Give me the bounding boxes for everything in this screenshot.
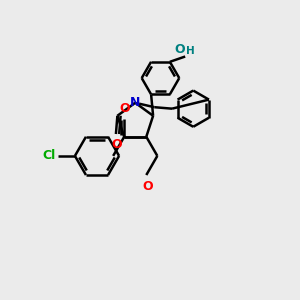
Text: O: O — [174, 43, 184, 56]
Text: O: O — [112, 138, 122, 151]
Text: Cl: Cl — [43, 149, 56, 162]
Text: O: O — [119, 102, 130, 115]
Text: O: O — [142, 180, 153, 193]
Text: H: H — [186, 46, 194, 56]
Text: N: N — [130, 96, 140, 109]
